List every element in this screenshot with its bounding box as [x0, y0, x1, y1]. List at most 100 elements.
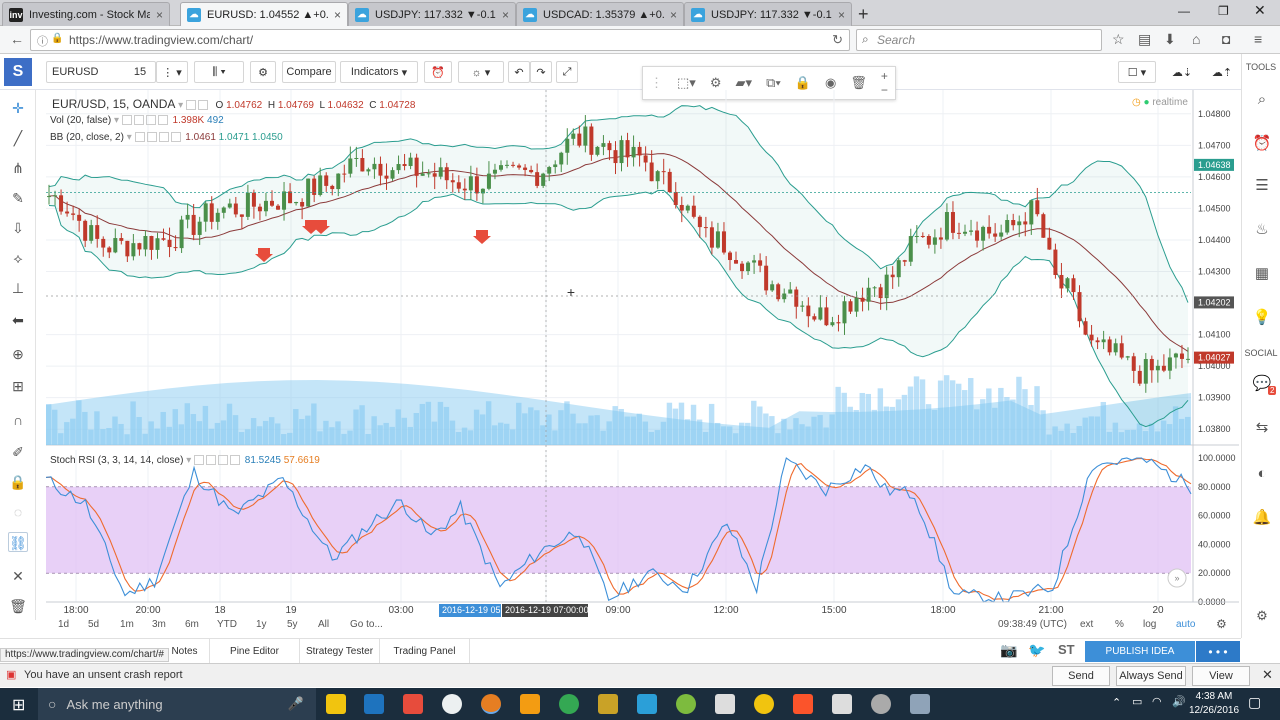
gear-icon[interactable]: ⚙	[1256, 608, 1268, 623]
range-5d[interactable]: 5d	[88, 619, 100, 630]
calculator-icon[interactable]	[832, 694, 852, 714]
lock-icon[interactable]: 🔒	[9, 474, 27, 490]
back-icon[interactable]: ←	[10, 31, 24, 47]
bookmark-star-icon[interactable]: ☆	[1112, 31, 1125, 47]
range-3m[interactable]: 3m	[152, 619, 166, 630]
stoch-title[interactable]: Stoch RSI (3, 3, 14, 14, close)	[50, 455, 184, 466]
notifications-bell-icon[interactable]: 🔔	[1252, 509, 1272, 526]
twitter-icon[interactable]: 🐦	[1028, 642, 1046, 658]
lock-icon[interactable]: 🔒	[794, 75, 812, 90]
app-icon[interactable]	[598, 694, 618, 714]
volume-icon[interactable]: 🔊	[1172, 696, 1186, 708]
tab-trading-panel[interactable]: Trading Panel	[380, 639, 470, 663]
app-icon[interactable]	[871, 694, 891, 714]
action-center-icon[interactable]: ▢	[1248, 694, 1262, 710]
camera-icon[interactable]: 📷	[1000, 642, 1018, 658]
ruler-icon[interactable]: ⊞	[12, 378, 24, 394]
redo-button[interactable]: ↷	[530, 61, 552, 83]
range-1m[interactable]: 1m	[120, 619, 134, 630]
cloud-save-button[interactable]: ☁⇡	[1204, 61, 1240, 83]
zoom-out-icon[interactable]: −	[880, 83, 888, 97]
taskbar-date[interactable]: 12/26/2016	[1188, 705, 1240, 716]
home-icon[interactable]: ⌂	[1192, 31, 1201, 47]
firefox-icon[interactable]	[481, 694, 501, 714]
interval-value[interactable]: 15	[124, 61, 156, 83]
edge-icon[interactable]	[364, 694, 384, 714]
indicators-button[interactable]: Indicators ▾	[340, 61, 418, 83]
brush-icon[interactable]: ✎	[12, 190, 24, 206]
eye-icon[interactable]: ◉	[825, 75, 837, 90]
trendline-icon[interactable]: ╱	[13, 130, 23, 146]
publish-idea-button[interactable]: PUBLISH IDEA	[1085, 641, 1195, 662]
calendar-icon[interactable]: ▦	[1254, 265, 1270, 282]
close-icon[interactable]: ✕	[1262, 667, 1273, 682]
app-icon[interactable]	[637, 694, 657, 714]
close-icon[interactable]: ×	[501, 7, 509, 22]
range-1d[interactable]: 1d	[58, 619, 70, 630]
measure-icon[interactable]: ⊥	[11, 280, 25, 296]
back-arrow-icon[interactable]: ⬅	[12, 312, 24, 328]
clone-icon[interactable]: ⧉▾	[766, 75, 781, 90]
menu-icon[interactable]: ≡	[1254, 31, 1263, 47]
chat-icon[interactable]: 💬	[1252, 375, 1272, 392]
close-icon[interactable]: ×	[837, 7, 845, 22]
percent-toggle[interactable]: %	[1115, 619, 1124, 630]
layout-dropdown[interactable]: ☐ ▾	[1118, 61, 1156, 83]
file-explorer-icon[interactable]	[326, 694, 346, 714]
pitchfork-icon[interactable]: ⋔	[12, 160, 24, 176]
close-icon[interactable]: ×	[333, 7, 341, 22]
magnet-icon[interactable]: ∩	[12, 412, 24, 428]
link-icon[interactable]: ⛓	[8, 532, 28, 552]
tab-strategy-tester[interactable]: Strategy Tester	[300, 639, 380, 663]
browser-tab-active[interactable]: ☁ EURUSD: 1.04552 ▲+0.17... ×	[180, 2, 348, 26]
tab-notes[interactable]: Notes	[160, 639, 210, 663]
eye-off-icon[interactable]: ◌	[13, 504, 23, 520]
search-input[interactable]: ⌕ Search	[856, 29, 1102, 51]
close-icon[interactable]: ×	[155, 7, 163, 22]
window-close-icon[interactable]: ✕	[1254, 2, 1266, 18]
drag-handle-icon[interactable]: ⋮	[650, 75, 663, 90]
stocktwits-icon[interactable]: ST	[1058, 642, 1075, 657]
wifi-icon[interactable]: ◠	[1152, 696, 1162, 708]
range-6m[interactable]: 6m	[185, 619, 199, 630]
range-1y[interactable]: 1y	[256, 619, 267, 630]
fill-color-icon[interactable]: ▰▾	[735, 75, 753, 90]
line-style-icon[interactable]: ⬚▾	[677, 75, 696, 90]
trash-icon[interactable]: 🗑	[850, 75, 867, 90]
range-all[interactable]: All	[318, 619, 330, 630]
vlc-icon[interactable]	[520, 694, 540, 714]
gear-icon[interactable]: ⚙	[709, 75, 722, 90]
windows-start-icon[interactable]: ⊞	[12, 697, 26, 714]
gear-icon[interactable]	[197, 100, 208, 111]
browser-tab[interactable]: ☁ USDJPY: 117.332 ▼-0.18%... ×	[348, 2, 516, 26]
volume-title[interactable]: Vol (20, false)	[50, 115, 112, 126]
search-icon[interactable]: ⌕	[1257, 91, 1267, 108]
range-5y[interactable]: 5y	[287, 619, 298, 630]
eye-icon[interactable]	[185, 100, 196, 111]
hp-icon[interactable]	[442, 694, 462, 714]
lightbulb-icon[interactable]: 💡	[1252, 309, 1272, 326]
alarm-clock-icon[interactable]: ⏰	[1252, 135, 1272, 152]
browser-tab[interactable]: inv Investing.com - Stock Mar... ×	[2, 2, 170, 26]
watchlist-icon[interactable]: ☰	[1255, 177, 1269, 194]
trash-icon[interactable]: 🗑	[9, 598, 27, 614]
crosshair-icon[interactable]: ✛	[12, 100, 24, 116]
browser-tab[interactable]: ☁ USDJPY: 117.332 ▼-0.18%... ×	[684, 2, 852, 26]
network-icon[interactable]: ▭	[1132, 696, 1143, 708]
cloud-load-button[interactable]: ☁⇣	[1164, 61, 1200, 83]
flame-icon[interactable]: ♨	[1255, 221, 1269, 238]
log-toggle[interactable]: log	[1143, 619, 1157, 630]
browser-tab[interactable]: ☁ USDCAD: 1.35379 ▲+0.41... ×	[516, 2, 684, 26]
zoom-icon[interactable]: ⊕	[12, 346, 24, 362]
tray-arrow-icon[interactable]: ⌃	[1112, 697, 1122, 709]
reload-icon[interactable]: ↻	[832, 32, 843, 47]
utc-clock[interactable]: 09:38:49 (UTC)	[998, 619, 1067, 630]
brave-icon[interactable]	[793, 694, 813, 714]
symbol-input[interactable]: EURUSD	[46, 61, 156, 83]
always-send-button[interactable]: Always Send	[1116, 666, 1186, 686]
reading-list-icon[interactable]: ▤	[1138, 31, 1152, 47]
paint-icon[interactable]	[403, 694, 423, 714]
goto-date-button[interactable]: Go to...	[350, 619, 383, 630]
cortana-search[interactable]: ○ Ask me anything 🎤	[38, 688, 316, 720]
arrow-down-tool-icon[interactable]: ⇩	[12, 220, 24, 236]
